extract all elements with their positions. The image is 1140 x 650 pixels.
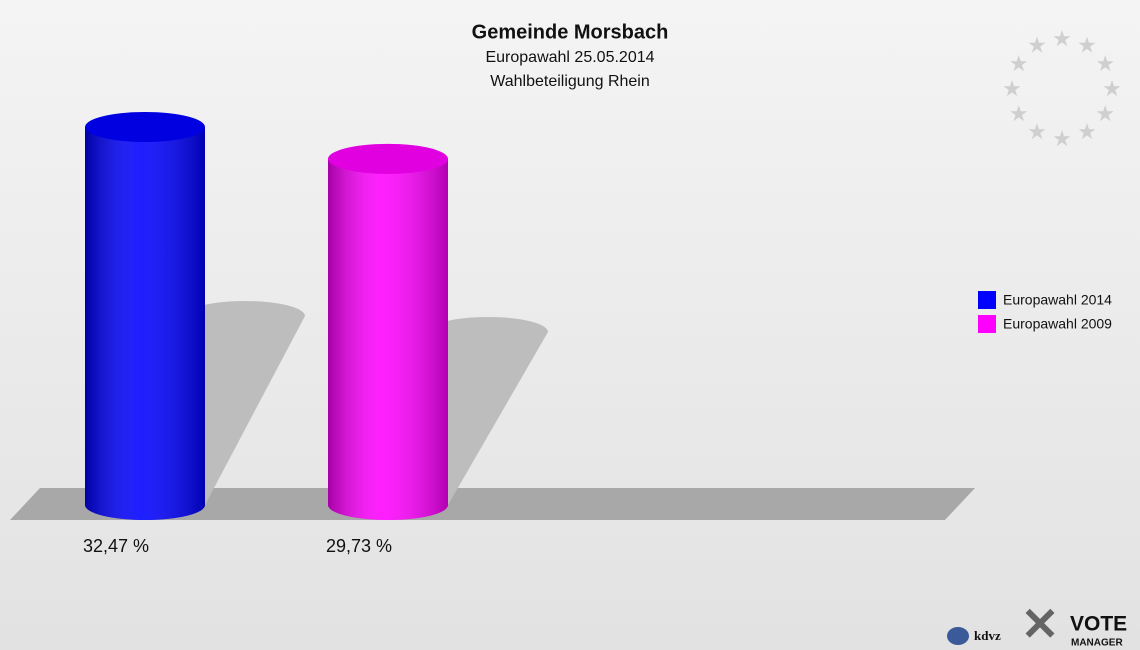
logo-ball [947,627,969,645]
value-label: 29,73 % [326,536,392,556]
bar-group [85,112,205,520]
bar-top [85,112,205,142]
legend-swatch [978,291,996,309]
floor [10,488,975,520]
star: ★ [1009,51,1029,76]
bar-shading [85,127,205,520]
logo-text: kdvz [974,628,1001,643]
value-label: 32,47 % [83,536,149,556]
star: ★ [1052,126,1072,151]
star: ★ [1095,51,1115,76]
logo-text: MANAGER [1071,638,1123,649]
star: ★ [1027,119,1047,144]
bar-group [328,143,448,520]
chart-subtitle: Europawahl 25.05.2014 [485,49,654,66]
star: ★ [1077,33,1097,58]
star: ★ [1095,101,1115,126]
star: ★ [1027,33,1047,58]
star: ★ [1102,76,1122,101]
legend-swatch [978,315,996,333]
bar-top [328,143,448,174]
chart-title: Gemeinde Morsbach [472,21,669,43]
footer-logo: kdvz ✕ VOTE MANAGER [947,598,1127,650]
logo-text: VOTE [1070,613,1127,636]
star: ★ [1052,26,1072,51]
star: ★ [1077,119,1097,144]
bar-top-shade [328,143,448,174]
bar-shading [328,158,448,520]
legend-label: Europawahl 2014 [1003,292,1112,308]
chart-subtitle: Wahlbeteiligung Rhein [490,73,650,90]
legend-label: Europawahl 2009 [1003,316,1112,332]
star: ★ [1009,101,1029,126]
logo-x: ✕ [1021,598,1060,650]
bar-top-shade [85,112,205,142]
star: ★ [1002,76,1022,101]
